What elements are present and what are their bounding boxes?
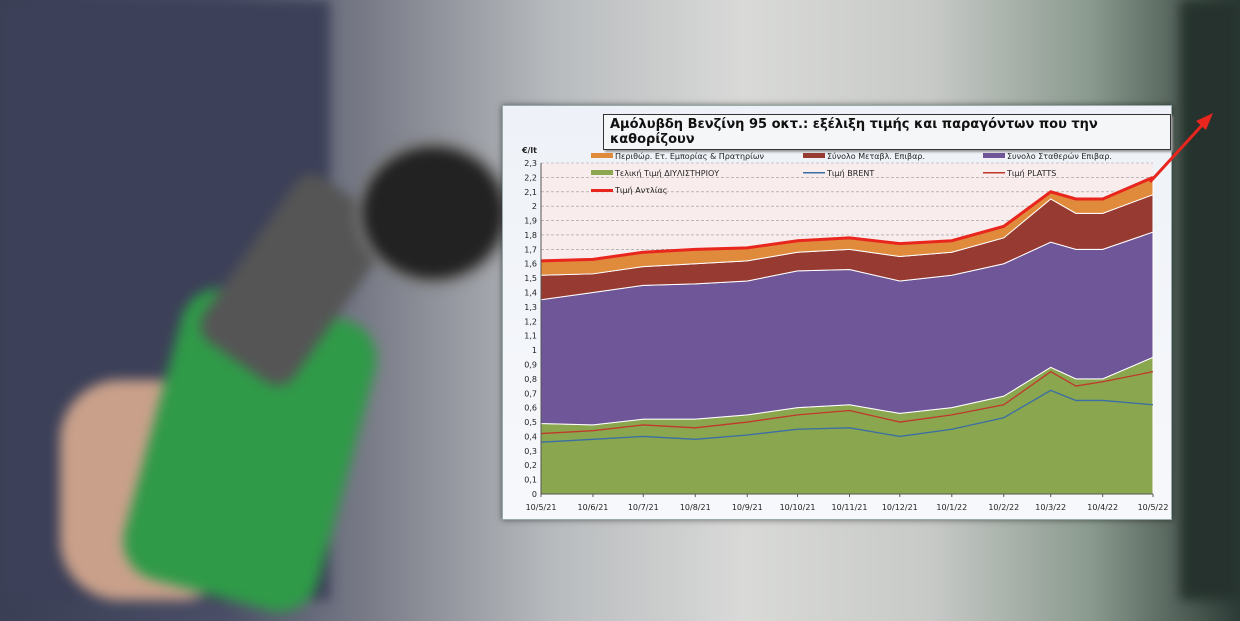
y-tick-label: 1,9: [524, 217, 537, 226]
y-tick-label: 0,8: [524, 375, 537, 384]
line-Τιμή PLATTS: [540, 370, 1154, 435]
legend-swatch: [803, 153, 825, 158]
y-tick-label: 1,5: [524, 274, 537, 283]
x-tick-label: 10/1/22: [936, 503, 967, 512]
y-axis-label: €/lt: [521, 146, 537, 155]
chart-panel: Αμόλυβδη Βενζίνη 95 οκτ.: εξέλιξη τιμής …: [502, 105, 1172, 520]
x-tick-label: 10/3/22: [1035, 503, 1066, 512]
x-tick-label: 10/4/22: [1087, 503, 1118, 512]
y-tick-label: 0,1: [524, 476, 537, 485]
legend-label: Συνολο Σταθερών Επιβαρ.: [1007, 151, 1112, 161]
x-tick-label: 10/8/21: [680, 503, 711, 512]
y-tick-label: 2,3: [524, 159, 537, 168]
y-tick-label: 1,3: [524, 303, 537, 312]
x-tick-label: 10/6/21: [578, 503, 609, 512]
legend-label: Τιμή PLATTS: [1006, 169, 1056, 178]
y-tick-label: 2: [532, 202, 537, 211]
legend-swatch: [983, 172, 1005, 174]
x-tick-label: 10/9/21: [732, 503, 763, 512]
y-tick-label: 1,8: [524, 231, 537, 240]
x-tick-label: 10/7/21: [628, 503, 659, 512]
chart-svg: 0 0,1 0,2 0,3 0,4 0,5 0,6 0,7 0,8 0,9 1 1,1 1,2 1,3 1,…: [521, 146, 1169, 512]
y-tick-label: 1,1: [524, 332, 537, 341]
x-tick-label: 10/5/21: [526, 503, 557, 512]
y-tick-label: 1,6: [524, 260, 537, 269]
y-tick-label: 0,9: [524, 360, 537, 369]
y-tick-label: 2,1: [524, 188, 537, 197]
y-tick-label: 1,7: [524, 245, 537, 254]
y-tick-label: 1,2: [524, 317, 537, 326]
x-tick-label: 10/11/21: [832, 503, 868, 512]
legend-swatch: [983, 153, 1005, 158]
legend-label: Τιμή Αντλίας: [614, 186, 667, 195]
line-Τιμή BRENT: [540, 389, 1154, 443]
y-tick-label: 2,2: [524, 173, 537, 182]
y-tick-label: 0: [532, 490, 537, 499]
legend-swatch: [803, 172, 825, 174]
x-tick-label: 10/12/21: [882, 503, 918, 512]
x-tick-label: 10/5/22: [1138, 503, 1169, 512]
legend-label: Τιμή BRENT: [826, 169, 874, 178]
legend-label: Σύνολο Μεταβλ. Επιβαρ.: [827, 151, 925, 161]
legend-swatch: [591, 153, 613, 158]
y-tick-label: 0,4: [524, 432, 537, 441]
legend-label: Περιθώρ. Ετ. Εμπορίας & Πρατηρίων: [615, 151, 765, 161]
y-tick-label: 0,7: [524, 389, 537, 398]
line-Τιμή Αντλίας: [540, 176, 1154, 263]
x-tick-label: 10/10/21: [780, 503, 816, 512]
y-tick-label: 0,3: [524, 447, 537, 456]
legend-swatch: [591, 189, 613, 192]
y-tick-label: 0,5: [524, 418, 537, 427]
y-tick-label: 1: [532, 346, 537, 355]
y-tick-label: 1,4: [524, 289, 537, 298]
y-tick-label: 0,6: [524, 404, 537, 413]
legend-label: Τελική Τιμή ΔΙΥΛΙΣΤΗΡΙΟΥ: [614, 169, 719, 178]
x-tick-label: 10/2/22: [988, 503, 1019, 512]
legend-swatch: [591, 170, 613, 175]
chart-title: Αμόλυβδη Βενζίνη 95 οκτ.: εξέλιξη τιμής …: [603, 114, 1171, 150]
y-tick-label: 0,2: [524, 461, 537, 470]
